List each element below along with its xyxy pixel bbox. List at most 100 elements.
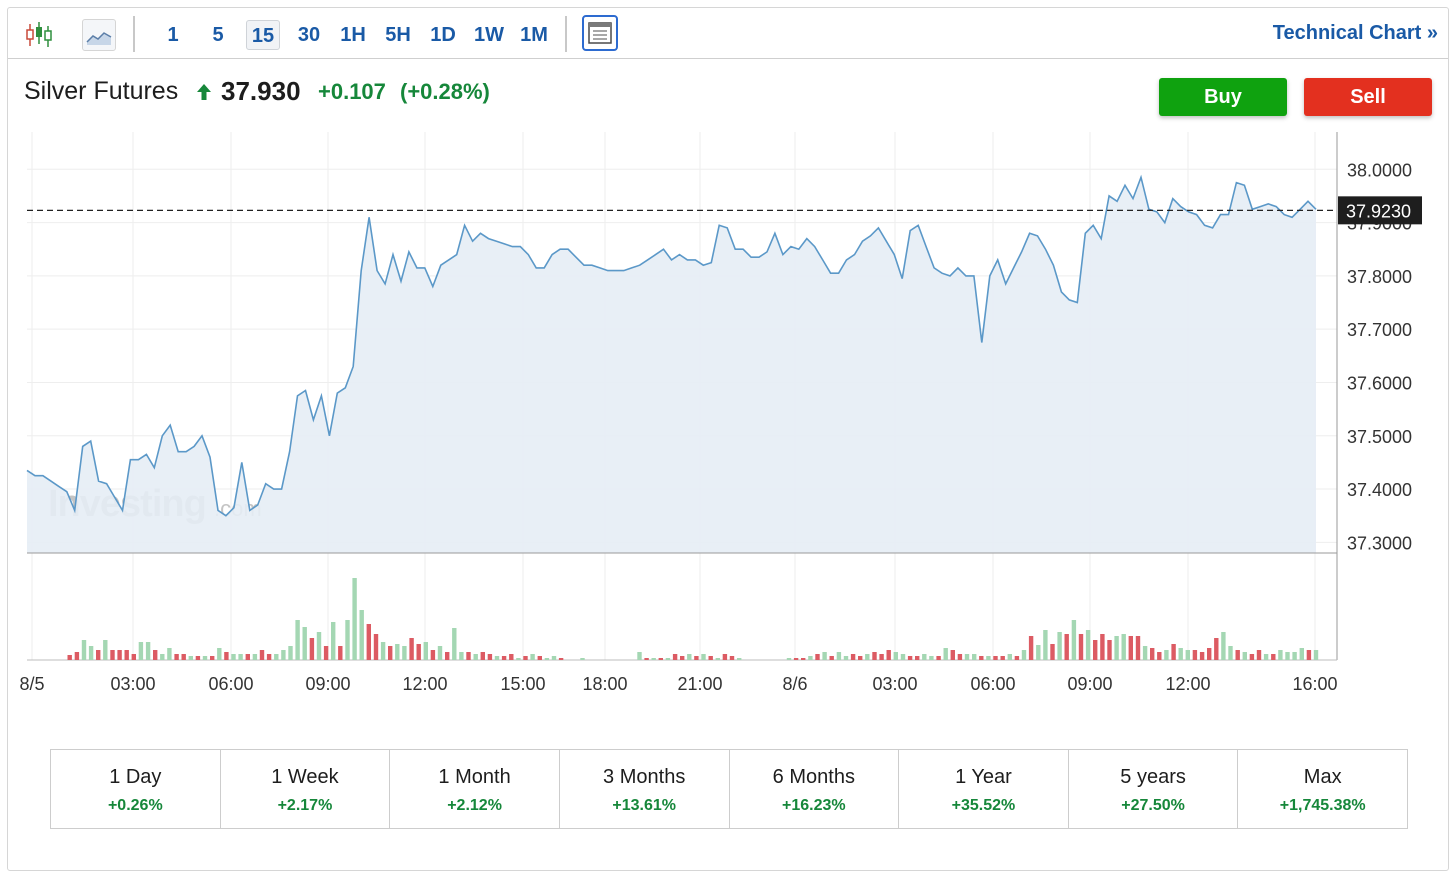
volume-bar	[915, 656, 920, 660]
performance-cell[interactable]: 5 years +27.50%	[1069, 750, 1239, 828]
performance-cell[interactable]: 1 Year +35.52%	[899, 750, 1069, 828]
x-tick-label: 09:00	[1067, 674, 1112, 694]
volume-bar	[558, 658, 564, 660]
volume-bar	[1207, 648, 1212, 660]
performance-cell[interactable]: 1 Day +0.26%	[51, 750, 221, 828]
candlestick-icon[interactable]	[22, 19, 56, 51]
volume-bar	[551, 656, 557, 660]
volume-bar	[452, 628, 457, 660]
x-tick-label: 18:00	[582, 674, 627, 694]
price-chart[interactable]: Investing.com38.000037.900037.800037.700…	[0, 0, 1456, 720]
volume-bar	[81, 640, 87, 660]
instrument-name: Silver Futures	[24, 77, 179, 105]
current-price-label: 37.9230	[1346, 201, 1411, 221]
volume-bar	[1185, 650, 1190, 660]
volume-bar	[1242, 652, 1247, 660]
volume-bar	[1128, 636, 1133, 660]
interval-1[interactable]: 1	[167, 24, 179, 46]
y-tick-label: 37.3000	[1347, 533, 1412, 553]
volume-bar	[1114, 636, 1119, 660]
volume-bar	[1107, 640, 1112, 660]
sell-button[interactable]: Sell	[1304, 78, 1432, 116]
x-tick-label: 12:00	[1165, 674, 1210, 694]
volume-bar	[680, 656, 685, 660]
performance-bar: 1 Day +0.26% 1 Week +2.17% 1 Month +2.12% 3 Mo…	[50, 749, 1408, 829]
y-tick-label: 37.6000	[1347, 373, 1412, 393]
volume-bar	[1135, 636, 1141, 660]
volume-bar	[331, 622, 336, 660]
performance-cell[interactable]: 6 Months +16.23%	[730, 750, 900, 828]
volume-bar	[124, 650, 129, 660]
interval-5[interactable]: 5	[212, 24, 224, 46]
volume-bar	[509, 654, 514, 660]
volume-bar	[580, 658, 585, 660]
performance-cell[interactable]: 3 Months +13.61%	[560, 750, 730, 828]
layout-icon[interactable]	[582, 15, 618, 51]
price-change-percent: (+0.28%)	[400, 79, 490, 104]
volume-bar	[1000, 656, 1005, 660]
volume-bar	[274, 654, 279, 660]
volume-bar	[793, 658, 799, 660]
performance-value: +0.26%	[107, 797, 163, 814]
volume-bar	[530, 654, 535, 660]
performance-cell[interactable]: Max +1,745.38%	[1238, 750, 1407, 828]
technical-chart-link[interactable]: Technical Chart »	[1272, 22, 1438, 44]
volume-bar	[516, 658, 521, 660]
volume-bar	[1007, 654, 1012, 660]
interval-1d[interactable]: 1D	[430, 24, 456, 46]
volume-bar	[1142, 646, 1148, 660]
volume-bar	[259, 650, 265, 660]
volume-bar	[338, 646, 343, 660]
x-tick-label: 09:00	[305, 674, 350, 694]
volume-bar	[737, 658, 742, 660]
volume-bar	[943, 648, 948, 660]
volume-bar	[309, 638, 315, 660]
volume-bar	[459, 652, 464, 660]
x-tick-label: 03:00	[872, 674, 917, 694]
volume-bar	[160, 654, 165, 660]
volume-bar	[850, 654, 856, 660]
volume-bar	[907, 656, 913, 660]
performance-cell[interactable]: 1 Week +2.17%	[221, 750, 391, 828]
volume-bar	[708, 656, 713, 660]
volume-bar	[715, 658, 720, 660]
volume-bar	[836, 652, 842, 660]
volume-bar	[96, 650, 101, 660]
volume-bar	[1028, 636, 1034, 660]
volume-bar	[217, 648, 222, 660]
volume-bar	[1192, 650, 1198, 660]
volume-bar	[395, 644, 400, 660]
interval-1w[interactable]: 1W	[474, 24, 504, 46]
performance-period: Max	[1303, 766, 1342, 788]
performance-period: 5 years	[1120, 766, 1186, 788]
volume-bar	[1306, 650, 1312, 660]
volume-bar	[957, 654, 963, 660]
volume-bar	[865, 654, 870, 660]
volume-bar	[929, 656, 934, 660]
interval-15[interactable]: 15	[246, 20, 280, 50]
interval-5h[interactable]: 5H	[385, 24, 411, 46]
volume-bar	[373, 634, 379, 660]
interval-1m[interactable]: 1M	[520, 24, 548, 46]
volume-bar	[1100, 634, 1105, 660]
volume-bar	[188, 656, 193, 660]
performance-cell[interactable]: 1 Month +2.12%	[390, 750, 560, 828]
volume-bar	[986, 656, 991, 660]
volume-bar	[210, 656, 215, 660]
volume-bar	[815, 654, 820, 660]
buy-button[interactable]: Buy	[1159, 78, 1287, 116]
volume-bar	[466, 652, 471, 660]
volume-bar	[694, 656, 699, 660]
volume-bar	[174, 654, 179, 660]
area-chart-icon[interactable]	[82, 19, 116, 51]
volume-bar	[430, 650, 436, 660]
volume-bar	[445, 652, 450, 660]
interval-1h[interactable]: 1H	[340, 24, 366, 46]
current-price-badge	[1338, 196, 1422, 225]
volume-bar	[1235, 650, 1240, 660]
volume-bar	[843, 656, 849, 660]
volume-bar	[1036, 645, 1041, 660]
volume-bar	[131, 654, 136, 660]
volume-bar	[964, 654, 970, 660]
interval-30[interactable]: 30	[297, 24, 321, 46]
